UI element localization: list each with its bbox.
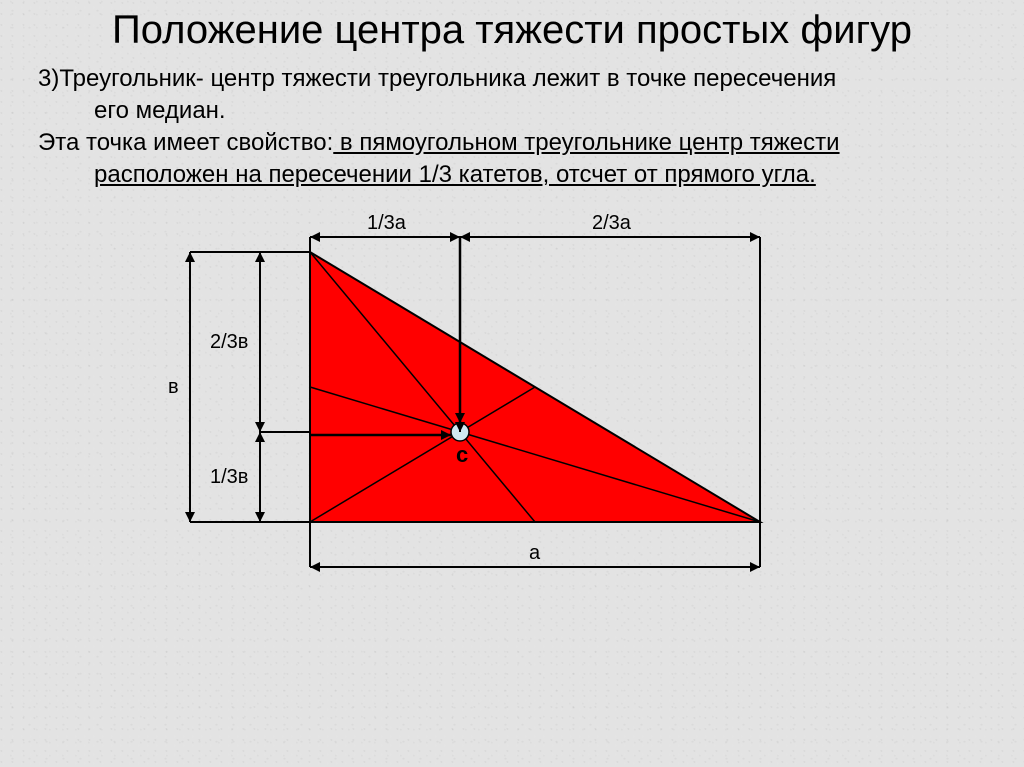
description-text: 3)Треугольник- центр тяжести треугольник… <box>38 64 986 190</box>
text-line-2c: расположен на пересечении 1/3 катетов, о… <box>94 161 816 188</box>
text-line-1b: его медиан. <box>94 97 226 124</box>
diagram-container: с 1/3а 2/3а в 2/3в 1/3в а <box>0 192 1024 622</box>
label-one-third-b: 1/3в <box>210 466 248 488</box>
label-b: в <box>168 376 179 398</box>
label-two-third-a: 2/3а <box>592 212 632 234</box>
label-a: а <box>529 542 541 564</box>
triangle-centroid-diagram: с 1/3а 2/3а в 2/3в 1/3в а <box>0 192 1024 622</box>
centroid-label: с <box>456 442 468 467</box>
page-title: Положение центра тяжести простых фигур <box>50 8 974 52</box>
label-one-third-a: 1/3а <box>367 212 407 234</box>
text-line-1a: 3)Треугольник- центр тяжести треугольник… <box>38 65 836 92</box>
text-line-2b: в пямоугольном треугольнике центр тяжест… <box>333 129 839 156</box>
label-two-third-b: 2/3в <box>210 331 248 353</box>
text-line-2a: Эта точка имеет свойство: <box>38 129 333 156</box>
